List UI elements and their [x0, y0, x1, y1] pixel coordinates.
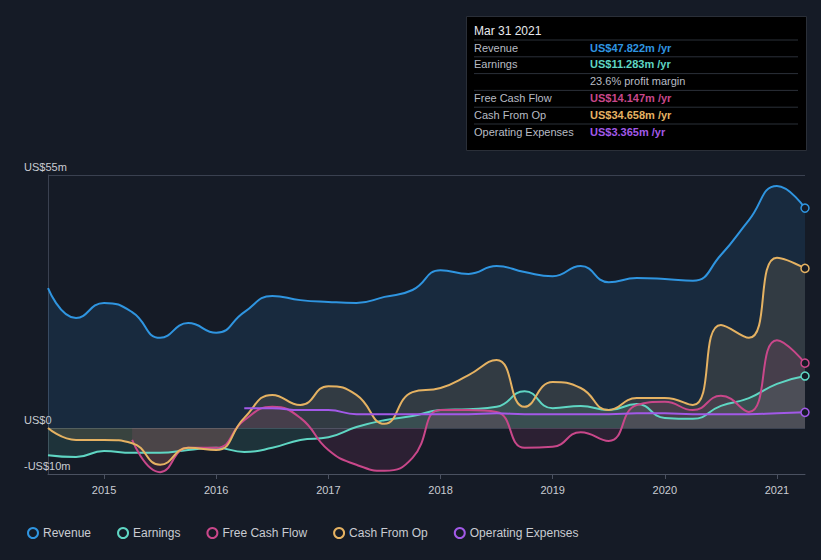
svg-text:US$11.283m /yr: US$11.283m /yr	[590, 58, 671, 70]
svg-text:2016: 2016	[204, 484, 228, 496]
svg-text:US$0: US$0	[24, 414, 52, 426]
svg-text:US$34.658m /yr: US$34.658m /yr	[590, 109, 672, 121]
svg-text:Cash From Op: Cash From Op	[349, 526, 428, 540]
svg-text:2020: 2020	[653, 484, 677, 496]
svg-text:Revenue: Revenue	[43, 526, 91, 540]
svg-text:US$55m: US$55m	[24, 161, 67, 173]
svg-text:US$3.365m /yr: US$3.365m /yr	[590, 126, 666, 138]
svg-text:2019: 2019	[540, 484, 564, 496]
svg-text:Cash From Op: Cash From Op	[474, 109, 546, 121]
svg-text:Operating Expenses: Operating Expenses	[470, 526, 579, 540]
svg-text:Earnings: Earnings	[474, 58, 518, 70]
svg-text:2021: 2021	[765, 484, 789, 496]
svg-text:Free Cash Flow: Free Cash Flow	[222, 526, 307, 540]
svg-text:2018: 2018	[428, 484, 452, 496]
svg-text:Earnings: Earnings	[133, 526, 180, 540]
svg-text:2017: 2017	[316, 484, 340, 496]
svg-text:Mar 31 2021: Mar 31 2021	[474, 24, 542, 38]
svg-text:23.6% profit margin: 23.6% profit margin	[590, 75, 685, 87]
svg-text:Free Cash Flow: Free Cash Flow	[474, 92, 552, 104]
svg-text:-US$10m: -US$10m	[24, 460, 70, 472]
svg-text:2015: 2015	[92, 484, 116, 496]
svg-text:US$47.822m /yr: US$47.822m /yr	[590, 42, 672, 54]
svg-text:US$14.147m /yr: US$14.147m /yr	[590, 92, 672, 104]
svg-text:Operating Expenses: Operating Expenses	[474, 126, 574, 138]
svg-text:Revenue: Revenue	[474, 42, 518, 54]
